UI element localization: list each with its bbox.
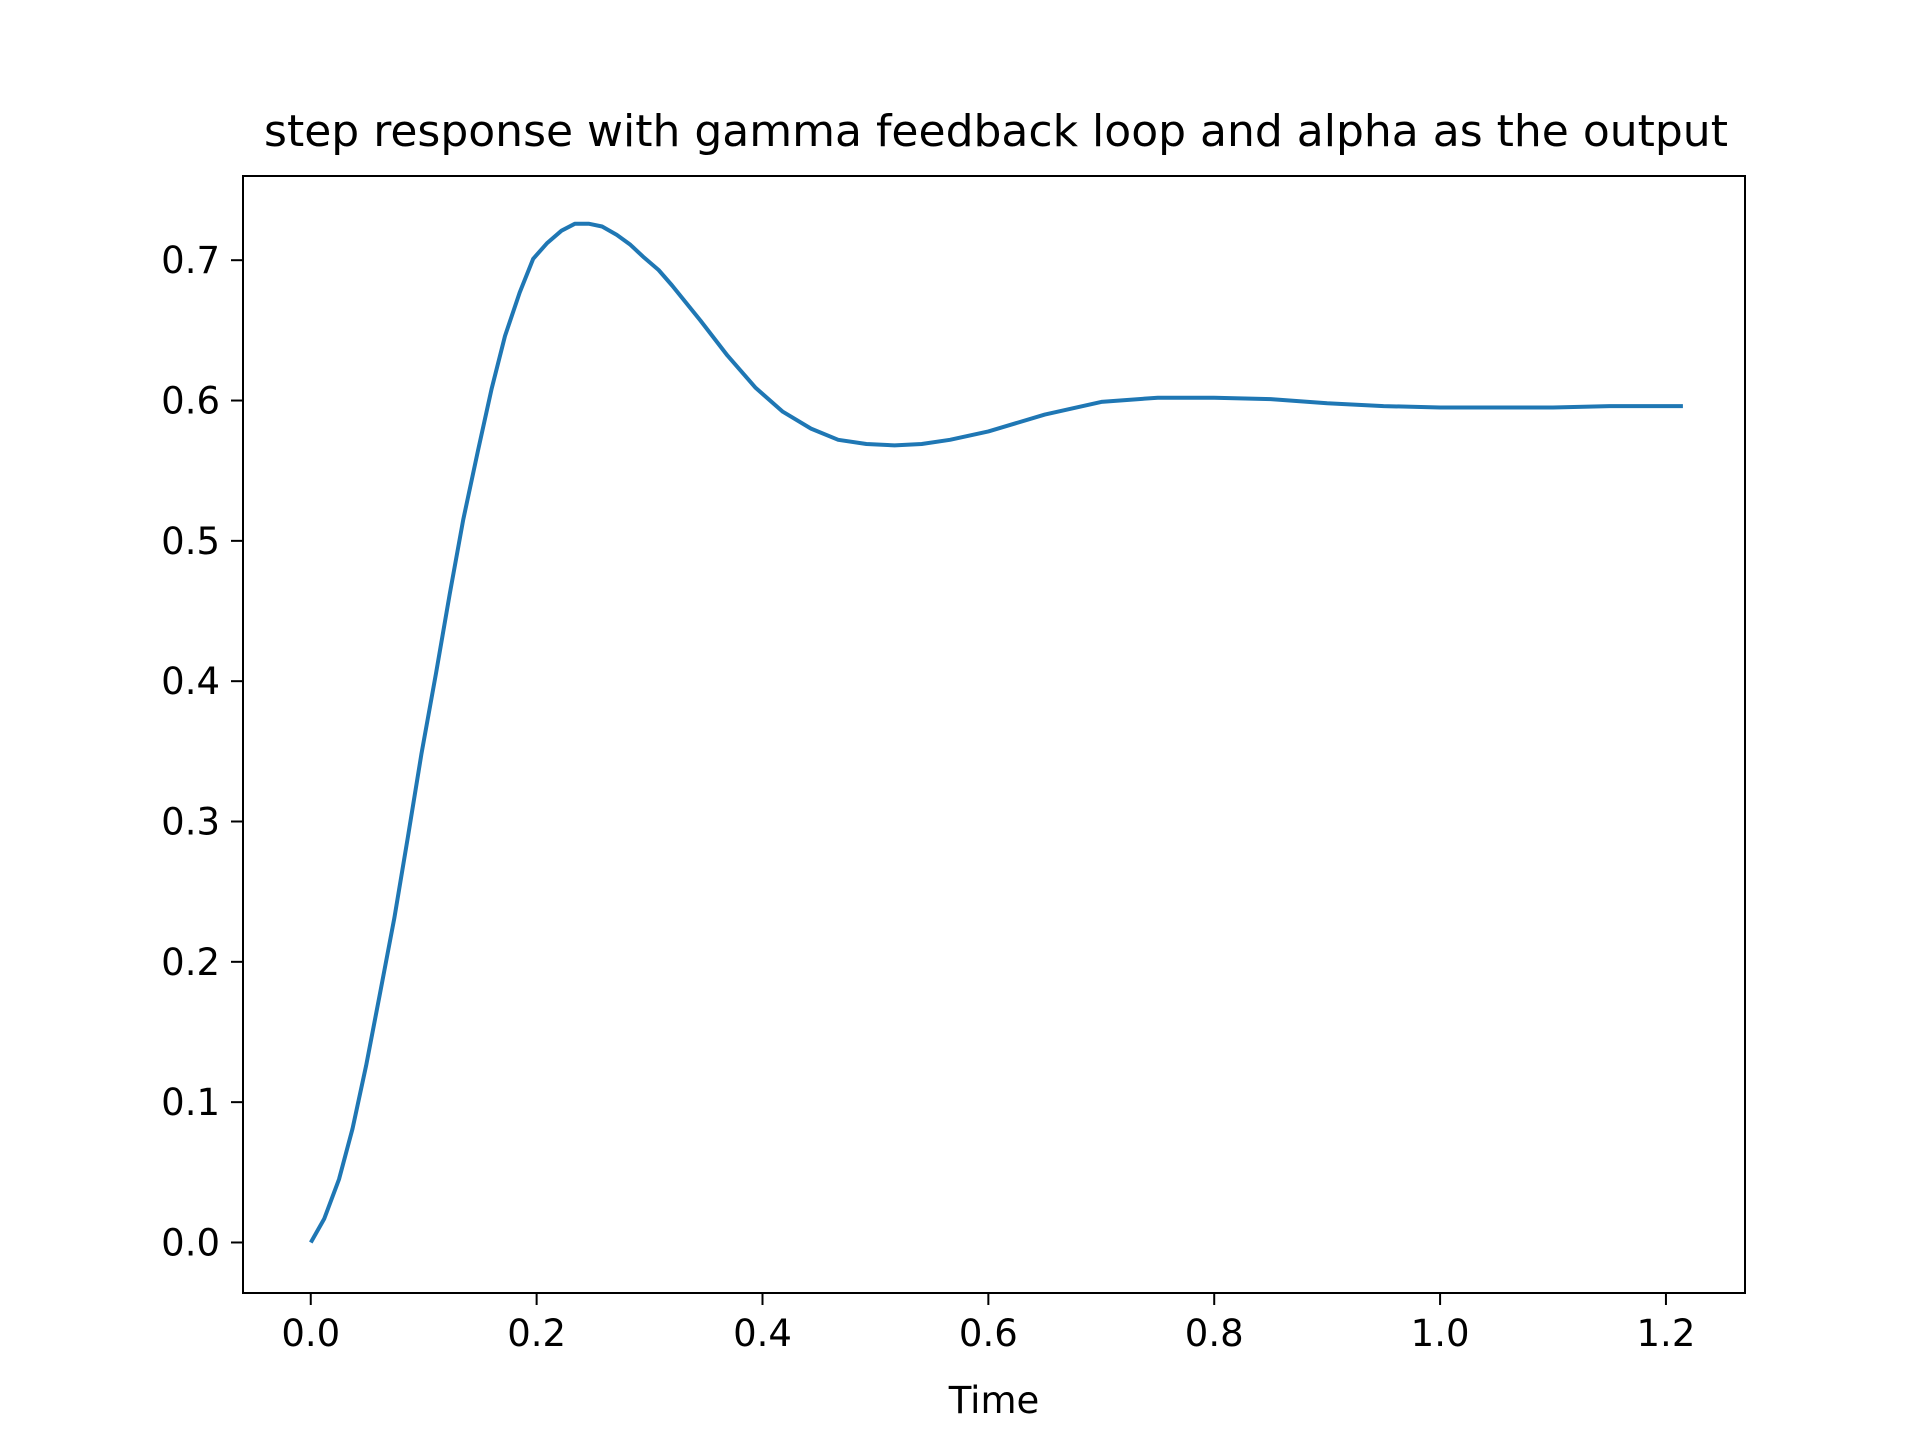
x-tick-label: 0.4 [733,1312,792,1355]
x-tick-label: 1.2 [1637,1312,1696,1355]
x-tick-label: 1.0 [1411,1312,1470,1355]
x-tick-label: 0.2 [507,1312,566,1355]
y-tick-label: 0.4 [161,660,220,703]
x-tick-label: 0.0 [281,1312,340,1355]
x-axis-label: Time [948,1379,1040,1422]
y-axis: 0.0 0.1 0.2 0.3 0.4 0.5 0.6 0.7 [161,239,243,1264]
x-tick-label: 0.8 [1185,1312,1244,1355]
series-group [309,221,1683,1244]
series-line-0 [309,221,1683,1244]
y-tick-label: 0.1 [161,1081,220,1124]
y-tick-label: 0.6 [161,380,220,423]
axes-frame [242,175,1746,1294]
y-tick-label: 0.7 [161,239,220,282]
chart-title: step response with gamma feedback loop a… [264,106,1728,157]
y-tick-label: 0.5 [161,520,220,563]
x-tick-label: 0.6 [959,1312,1018,1355]
y-tick-label: 0.0 [161,1221,220,1264]
y-tick-label: 0.3 [161,801,220,844]
x-axis: 0.0 0.2 0.4 0.6 0.8 1.0 1.2 [281,1293,1695,1355]
y-tick-label: 0.2 [161,941,220,984]
plot-area: 0.0 0.2 0.4 0.6 0.8 1.0 1.2 0.0 0.1 0.2 0.3 0.4 0.5… [161,175,1746,1355]
